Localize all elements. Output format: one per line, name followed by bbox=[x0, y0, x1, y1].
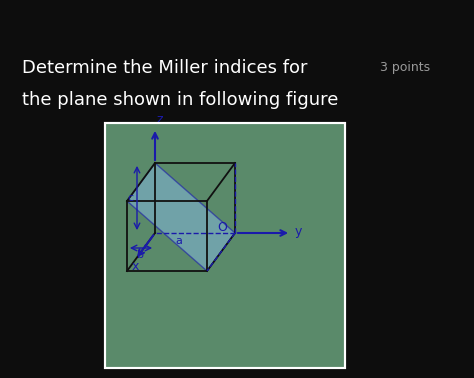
Text: 3 points: 3 points bbox=[380, 62, 430, 74]
Text: Determine the Miller indices for: Determine the Miller indices for bbox=[22, 59, 308, 77]
Polygon shape bbox=[127, 163, 235, 271]
Text: a: a bbox=[175, 236, 182, 246]
Text: b: b bbox=[137, 250, 145, 260]
Text: O: O bbox=[217, 221, 227, 234]
Text: y: y bbox=[295, 225, 302, 238]
Text: z: z bbox=[157, 113, 164, 126]
Text: c: c bbox=[127, 193, 133, 203]
Text: the plane shown in following figure: the plane shown in following figure bbox=[22, 91, 338, 109]
FancyBboxPatch shape bbox=[105, 123, 345, 368]
Text: x: x bbox=[131, 260, 139, 273]
